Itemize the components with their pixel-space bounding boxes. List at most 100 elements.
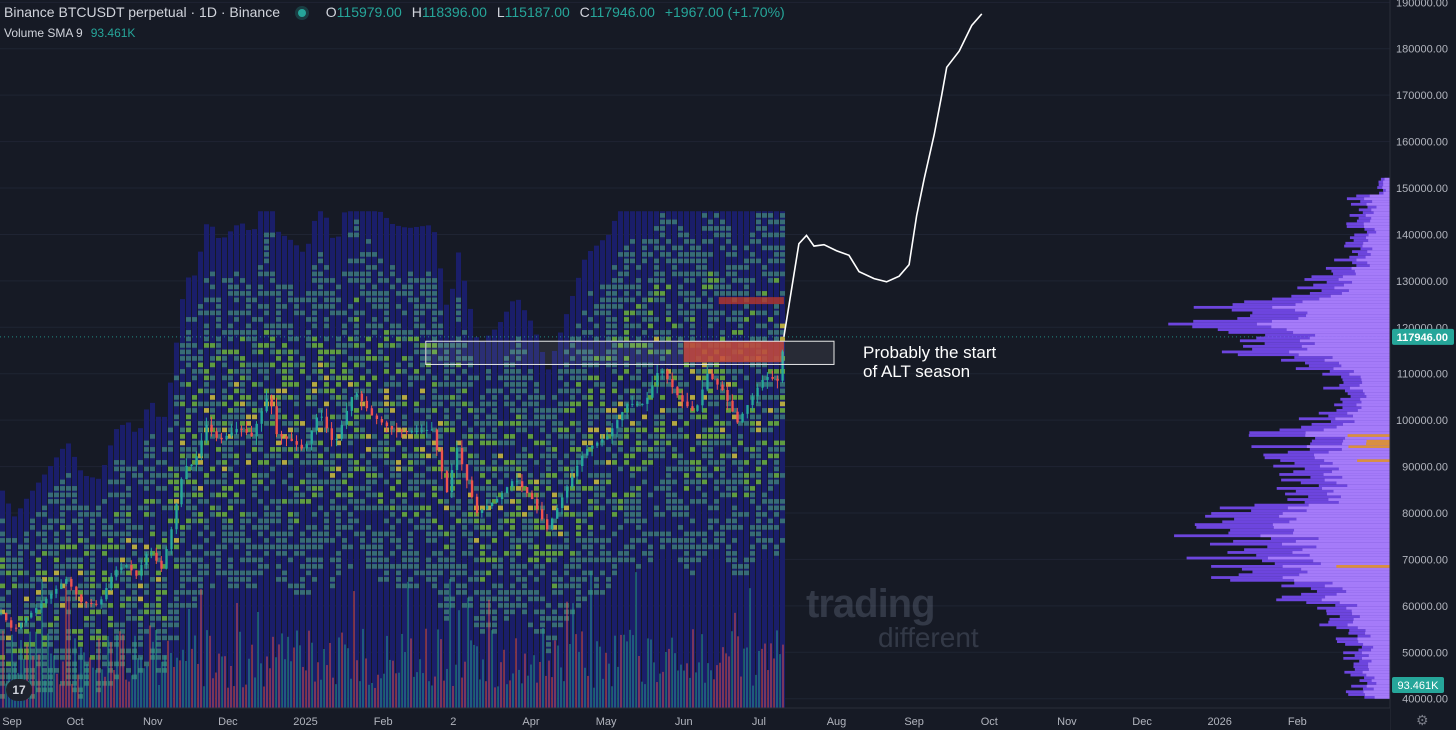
volume-bar xyxy=(491,630,493,708)
heatmap-cell xyxy=(414,570,419,576)
heatmap-cell xyxy=(294,304,299,309)
profile-bar-orange xyxy=(1366,442,1390,446)
heatmap-cell xyxy=(288,525,293,530)
heatmap-cell xyxy=(390,421,395,426)
heatmap-cell xyxy=(240,375,245,381)
heatmap-cell xyxy=(330,278,335,283)
volume-bar xyxy=(500,662,502,708)
heatmap-cell xyxy=(294,583,299,589)
profile-bar-inner xyxy=(1306,509,1390,513)
heatmap-cell xyxy=(30,681,35,686)
heatmap-cell xyxy=(318,479,323,485)
heatmap-cell xyxy=(738,460,743,465)
profile-bar-inner xyxy=(1299,339,1390,343)
heatmap-cell xyxy=(588,421,593,426)
heatmap-cell xyxy=(276,349,281,355)
heatmap-cell xyxy=(492,473,497,478)
heatmap-cell xyxy=(204,278,209,283)
heatmap-cell xyxy=(330,538,335,543)
heatmap-cell xyxy=(744,479,749,485)
heatmap-cell xyxy=(564,479,569,485)
heatmap-cell xyxy=(636,512,641,517)
candle-body xyxy=(165,548,168,569)
heatmap-cell xyxy=(726,284,731,290)
heatmap-cell xyxy=(336,382,341,387)
heatmap-cell xyxy=(144,583,149,589)
heatmap-cell xyxy=(576,525,581,530)
profile-bar-inner xyxy=(1368,662,1390,666)
heatmap-cell xyxy=(138,622,143,628)
heatmap-cell xyxy=(516,349,521,355)
symbol-title[interactable]: Binance BTCUSDT perpetual · 1D · Binance xyxy=(4,4,280,20)
x-tick-label: Sep xyxy=(904,716,924,728)
heatmap-cell xyxy=(714,278,719,283)
heatmap-cell xyxy=(60,596,65,602)
heatmap-column xyxy=(642,211,647,708)
heatmap-cell xyxy=(384,518,389,524)
profile-bar-inner xyxy=(1372,247,1390,251)
indicator-legend[interactable]: Volume SMA 9 93.461K xyxy=(4,26,135,40)
heatmap-cell xyxy=(510,440,515,446)
candle-body xyxy=(591,445,594,449)
heatmap-cell xyxy=(702,434,707,439)
heatmap-cell xyxy=(156,596,161,602)
heatmap-cell xyxy=(528,369,533,374)
heatmap-cell xyxy=(612,382,617,387)
heatmap-cell xyxy=(768,330,773,335)
heatmap-cell xyxy=(726,525,731,530)
heatmap-cell xyxy=(120,544,125,550)
heatmap-cell xyxy=(354,258,359,264)
profile-bar-inner xyxy=(1371,659,1390,663)
heatmap-cell xyxy=(240,427,245,433)
heatmap-cell xyxy=(258,349,263,355)
profile-bar-inner xyxy=(1374,227,1390,231)
heatmap-cell xyxy=(732,492,737,498)
heatmap-cell xyxy=(270,388,275,394)
heatmap-cell xyxy=(258,343,263,348)
heatmap-cell xyxy=(690,297,695,303)
heatmap-cell xyxy=(78,564,83,569)
heatmap-cell xyxy=(414,447,419,452)
heatmap-cell xyxy=(594,356,599,361)
heatmap-cell xyxy=(558,525,563,530)
heatmap-cell xyxy=(90,590,95,595)
heatmap-cell xyxy=(252,557,257,563)
annotation-text[interactable]: Probably the start of ALT season xyxy=(863,343,997,381)
heatmap-cell xyxy=(708,369,713,374)
heatmap-cell xyxy=(756,258,761,264)
candle-body xyxy=(480,509,484,514)
heatmap-cell xyxy=(0,668,5,673)
heatmap-cell xyxy=(336,297,341,303)
heatmap-cell xyxy=(348,336,353,342)
heatmap-cell xyxy=(84,538,89,543)
volume-bar xyxy=(170,652,172,708)
heatmap-cell xyxy=(600,388,605,394)
heatmap-cell xyxy=(438,551,443,556)
heatmap-cell xyxy=(468,427,473,433)
heatmap-cell xyxy=(324,460,329,465)
heatmap-cell xyxy=(138,460,143,465)
heatmap-cell xyxy=(732,382,737,387)
profile-bar-inner xyxy=(1314,342,1390,345)
heatmap-cell xyxy=(216,544,221,550)
gear-icon[interactable]: ⚙ xyxy=(1416,712,1429,728)
heatmap-cell xyxy=(396,492,401,498)
heatmap-cell xyxy=(444,369,449,374)
heatmap-cell xyxy=(606,499,611,504)
heatmap-cell xyxy=(534,408,539,413)
volume-bar xyxy=(236,603,238,708)
candle-body xyxy=(666,370,669,379)
heatmap-cell xyxy=(372,544,377,550)
volume-bar xyxy=(488,599,490,708)
heatmap-cell xyxy=(618,343,623,348)
heatmap-cell xyxy=(204,473,209,478)
heatmap-cell xyxy=(330,291,335,296)
heatmap-cell xyxy=(312,525,317,530)
heatmap-column xyxy=(60,448,65,708)
tradingview-logo-icon[interactable]: 17 xyxy=(6,679,32,701)
heatmap-cell xyxy=(666,408,671,413)
candle-body xyxy=(20,622,23,629)
heatmap-cell xyxy=(504,551,509,556)
heatmap-cell xyxy=(426,343,431,348)
